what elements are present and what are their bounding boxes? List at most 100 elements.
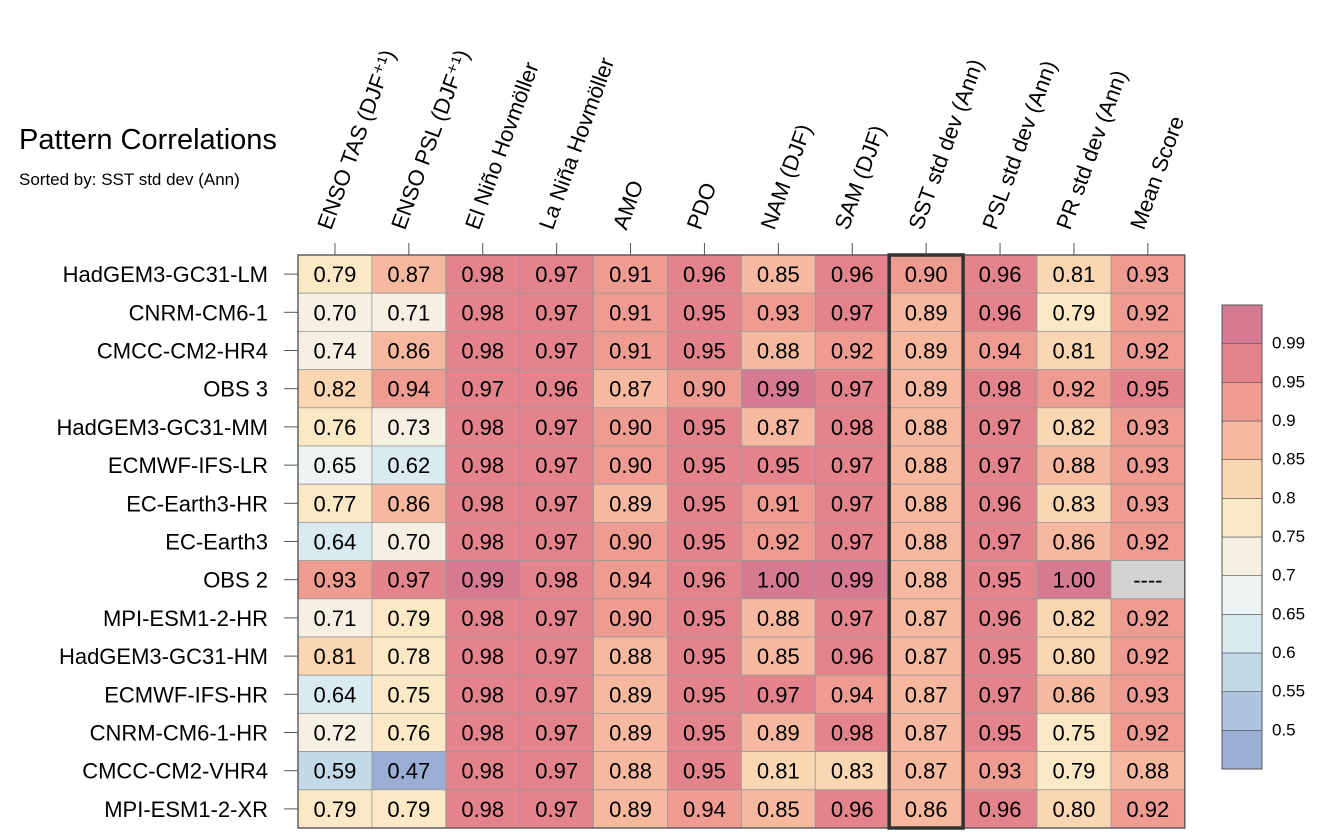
heatmap-cell	[519, 522, 595, 562]
cell-value-label: 0.81	[1053, 339, 1096, 364]
heatmap-cell	[445, 522, 521, 562]
colorbar-frame	[1221, 304, 1263, 770]
cell-value-label: 0.87	[905, 759, 948, 784]
cell-value-label: 0.95	[683, 415, 726, 440]
cell-value-label: 0.97	[757, 682, 800, 707]
cell-value-label: 0.88	[905, 453, 948, 478]
cell-value-label: 0.95	[1126, 377, 1169, 402]
cell-value-label: 0.86	[1053, 682, 1096, 707]
cell-value-label: 0.76	[387, 721, 430, 746]
cell-value-label: 0.95	[683, 682, 726, 707]
cell-value-label: 1.00	[1053, 568, 1096, 593]
column-label: La Niña Hovmöller	[534, 54, 619, 233]
heatmap-values: 0.79 0.87 0.98 0.97 0.91 0.96 0.85 0.96 0.90 0.96…	[314, 262, 1170, 822]
cell-value-label: 0.97	[535, 453, 578, 478]
cell-value-label: 0.90	[609, 530, 652, 555]
cell-value-label: 0.83	[1053, 491, 1096, 516]
row-label: EC-Earth3	[165, 530, 268, 555]
colorbar-segment	[1221, 730, 1263, 770]
cell-value-label: 0.95	[683, 491, 726, 516]
heatmap-cell	[371, 483, 447, 523]
cell-value-label: 0.96	[979, 797, 1022, 822]
column-label: PDO	[682, 179, 722, 232]
heatmap-cell	[814, 522, 890, 562]
colorbar-tick-label: 0.75	[1272, 527, 1305, 546]
cell-value-label: 0.95	[757, 453, 800, 478]
cell-value-label: 0.89	[757, 721, 800, 746]
heatmap-cell	[962, 522, 1038, 562]
cell-value-label: 0.92	[757, 530, 800, 555]
cell-value-label: 0.89	[905, 377, 948, 402]
heatmap-cell	[1036, 330, 1112, 370]
heatmap-cell	[962, 483, 1038, 523]
cell-value-label: 0.79	[314, 262, 357, 287]
heatmap-cell	[297, 483, 373, 523]
cell-value-label: 0.79	[387, 606, 430, 631]
column-label: Mean Score	[1125, 113, 1189, 233]
colorbar-tick-label: 0.7	[1272, 566, 1296, 585]
chart-title: Pattern Correlations	[19, 124, 277, 156]
heatmap-cell	[593, 751, 668, 791]
heatmap-cell	[1110, 636, 1186, 676]
cell-value-label: 0.87	[905, 721, 948, 746]
heatmap-cell	[445, 483, 521, 523]
colorbar-segment	[1221, 304, 1263, 344]
cell-value-label: 0.98	[831, 415, 874, 440]
heatmap-cell	[667, 292, 742, 332]
colorbar-segment	[1221, 575, 1263, 615]
cell-value-label: 0.97	[387, 568, 430, 593]
cell-value-label: 0.92	[1053, 377, 1096, 402]
heatmap-cell	[371, 789, 447, 829]
cell-value-label: 0.89	[609, 682, 652, 707]
cell-value-label: 0.97	[979, 682, 1022, 707]
heatmap-cell	[1110, 292, 1186, 332]
cell-value-label: 0.87	[757, 415, 800, 440]
cell-value-label: 0.96	[831, 262, 874, 287]
cell-value-label: 0.85	[757, 262, 800, 287]
heatmap-cell	[962, 292, 1038, 332]
heatmap-cell	[519, 674, 595, 714]
row-label: HadGEM3-GC31-HM	[59, 644, 268, 669]
cell-value-label: 0.97	[461, 377, 504, 402]
heatmap-cell	[371, 560, 447, 600]
cell-value-label: 0.98	[461, 797, 504, 822]
cell-value-label: 0.95	[683, 453, 726, 478]
cell-value-label: 0.92	[1126, 606, 1169, 631]
cell-value-label: 0.97	[535, 759, 578, 784]
heatmap-cell	[593, 674, 668, 714]
cell-value-label: 0.65	[314, 453, 357, 478]
heatmap-cell	[1036, 522, 1112, 562]
heatmap-cell	[371, 522, 447, 562]
row-label: ECMWF-IFS-LR	[108, 453, 268, 478]
cell-value-label: 0.96	[979, 491, 1022, 516]
row-label: EC-Earth3-HR	[126, 491, 268, 516]
cell-value-label: 0.89	[609, 491, 652, 516]
colorbar-segment	[1221, 498, 1263, 538]
row-label: CNRM-CM6-1-HR	[90, 721, 268, 746]
heatmap-cell	[1036, 292, 1112, 332]
heatmap-cell	[297, 713, 373, 753]
column-label: El Niño Hovmöller	[460, 59, 544, 233]
chart-subtitle: Sorted by: SST std dev (Ann)	[19, 170, 240, 189]
colorbar-segment	[1221, 652, 1263, 692]
cell-value-label: 0.96	[535, 377, 578, 402]
heatmap-cell	[888, 713, 964, 753]
cell-value-label: 0.70	[314, 300, 357, 325]
cell-value-label: 0.78	[387, 644, 430, 669]
heatmap-cell	[1110, 560, 1186, 600]
cell-value-label: 0.94	[683, 797, 726, 822]
heatmap-cell	[593, 445, 668, 485]
colorbar-segment	[1221, 420, 1263, 460]
column-label: AMO	[608, 177, 649, 233]
cell-value-label: 0.96	[831, 797, 874, 822]
colorbar-tick-label: 0.5	[1272, 720, 1296, 739]
cell-value-label: ----	[1133, 568, 1162, 593]
colorbar-tick-label: 0.6	[1272, 643, 1296, 662]
colorbar-tick-label: 0.65	[1272, 604, 1305, 623]
colorbar-segment	[1221, 536, 1263, 576]
heatmap-cell	[297, 369, 373, 409]
cell-value-label: 0.94	[387, 377, 430, 402]
cell-value-label: 0.81	[314, 644, 357, 669]
cell-value-label: 0.95	[979, 721, 1022, 746]
heatmap-cell	[667, 789, 742, 829]
